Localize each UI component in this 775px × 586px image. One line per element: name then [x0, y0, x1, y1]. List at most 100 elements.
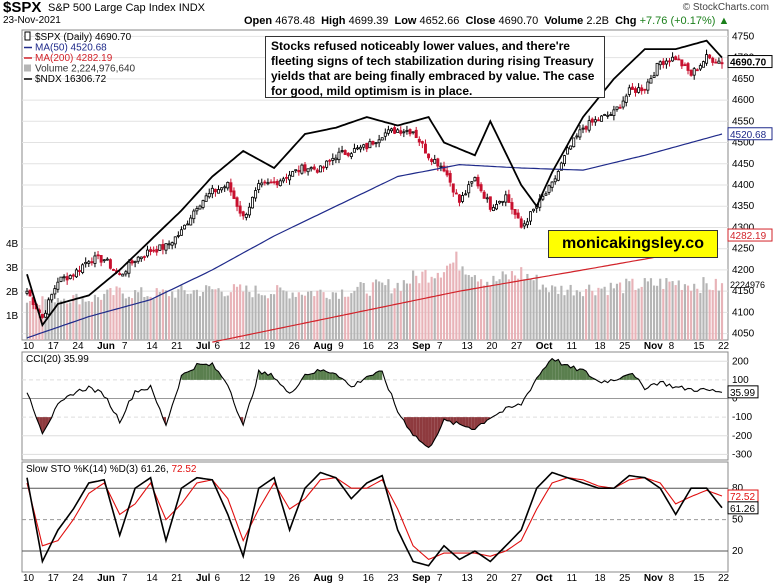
volume-bar	[591, 290, 594, 340]
x-tick-label: 8	[669, 341, 675, 352]
cci-pos-fill	[583, 369, 587, 380]
volume-bar	[702, 277, 705, 340]
legend-entry: MA(200) 4282.19	[35, 53, 113, 64]
volume-bar	[529, 279, 532, 340]
close-value: 4690.70	[498, 15, 539, 27]
candle-body	[547, 185, 551, 193]
candle-body	[677, 58, 681, 61]
legend-swatch	[24, 64, 31, 72]
volume-bar	[690, 290, 693, 340]
candle-body	[152, 249, 156, 252]
cci-pos-fill	[323, 369, 327, 380]
candle-body	[254, 190, 258, 199]
index-name: S&P 500 Large Cap Index	[48, 2, 176, 14]
cci-pos-fill	[203, 364, 207, 380]
candle-body	[668, 60, 671, 63]
volume-bar	[164, 290, 168, 340]
cci-pos-fill	[187, 370, 191, 380]
sto-tick-label: 80	[732, 483, 744, 494]
volume-bar	[671, 281, 674, 340]
candle-body	[356, 147, 359, 150]
candle-body	[411, 131, 415, 134]
volume-bar	[551, 285, 554, 340]
x-tick-label: 23	[387, 341, 399, 352]
candle-body	[192, 210, 196, 220]
candle-body	[306, 168, 310, 173]
candle-body	[272, 181, 276, 184]
sto-legend: Slow STO %K(14) %D(3) 61.26, 72.52	[26, 464, 197, 475]
volume-bar	[652, 285, 656, 340]
volume-bar	[235, 286, 239, 340]
volume-bar	[285, 291, 288, 340]
volume-bar	[186, 293, 189, 340]
candle-body	[562, 155, 566, 165]
candle-body	[566, 147, 570, 155]
volume-bar	[143, 297, 146, 340]
candle-body	[612, 109, 616, 116]
cci-pos-fill	[215, 369, 219, 380]
candle-body	[470, 181, 474, 184]
candle-body	[183, 224, 187, 230]
sto-panel	[21, 461, 729, 573]
candle-body	[578, 129, 582, 138]
volume-bar	[606, 295, 609, 340]
candle-body	[643, 88, 647, 91]
candle-body	[402, 131, 406, 134]
candle-body	[179, 229, 183, 236]
volume-tick-label: 1B	[6, 311, 19, 322]
candle-body	[56, 281, 60, 290]
x-tick-label: 6	[215, 341, 221, 352]
candle-body	[525, 221, 529, 226]
volume-bar	[297, 292, 300, 340]
x-tick-label: 15	[693, 341, 705, 352]
volume-bar	[455, 251, 458, 340]
x-tick-label: 16	[363, 341, 375, 352]
volume-bar	[177, 289, 180, 340]
price-tag-label: 4282.19	[730, 231, 767, 242]
volume-bar	[279, 287, 282, 340]
price-tick-label: 4750	[732, 31, 755, 42]
candle-body	[155, 249, 159, 253]
x-tick-label: 7	[437, 573, 443, 584]
volume-bar	[498, 279, 501, 340]
candle-body	[260, 182, 264, 186]
volume-bar	[251, 297, 254, 340]
candle-body	[482, 191, 486, 199]
volume-bar	[541, 284, 544, 340]
candle-body	[145, 249, 149, 257]
volume-bar	[106, 289, 109, 340]
x-tick-label: 11	[567, 341, 578, 352]
candle-body	[223, 186, 227, 189]
cci-neg-fill	[422, 417, 426, 446]
candle-body	[136, 256, 140, 262]
candle-body	[108, 259, 112, 269]
candle-body	[587, 120, 591, 131]
candle-body	[158, 244, 162, 251]
candle-body	[507, 194, 511, 203]
candle-body	[269, 181, 273, 184]
volume-bar	[140, 287, 143, 340]
sto-k-tag	[727, 501, 759, 515]
volume-bar	[631, 278, 634, 340]
cci-pos-fill	[184, 372, 188, 380]
volume-bar	[532, 280, 535, 340]
x-tick-label: 13	[462, 341, 474, 352]
cci-pos-fill	[305, 374, 309, 380]
candle-body	[491, 207, 495, 211]
volume-bar	[322, 292, 325, 340]
chart-header: $SPX S&P 500 Large Cap Index INDX 23-Nov…	[0, 0, 775, 30]
cci-pos-fill	[379, 370, 383, 380]
volume-bar	[115, 286, 118, 340]
candle-body	[309, 167, 313, 170]
legend-swatch	[24, 31, 31, 41]
volume-bar	[232, 284, 236, 340]
cci-pos-fill	[329, 372, 333, 380]
x-tick-label: Oct	[536, 341, 553, 352]
candle-body	[695, 69, 699, 72]
x-tick-label: 20	[486, 573, 498, 584]
volume-bar	[461, 266, 464, 340]
volume-bar	[307, 291, 310, 340]
candle-body	[417, 138, 421, 143]
volume-bar	[257, 293, 260, 340]
candle-body	[634, 88, 637, 93]
